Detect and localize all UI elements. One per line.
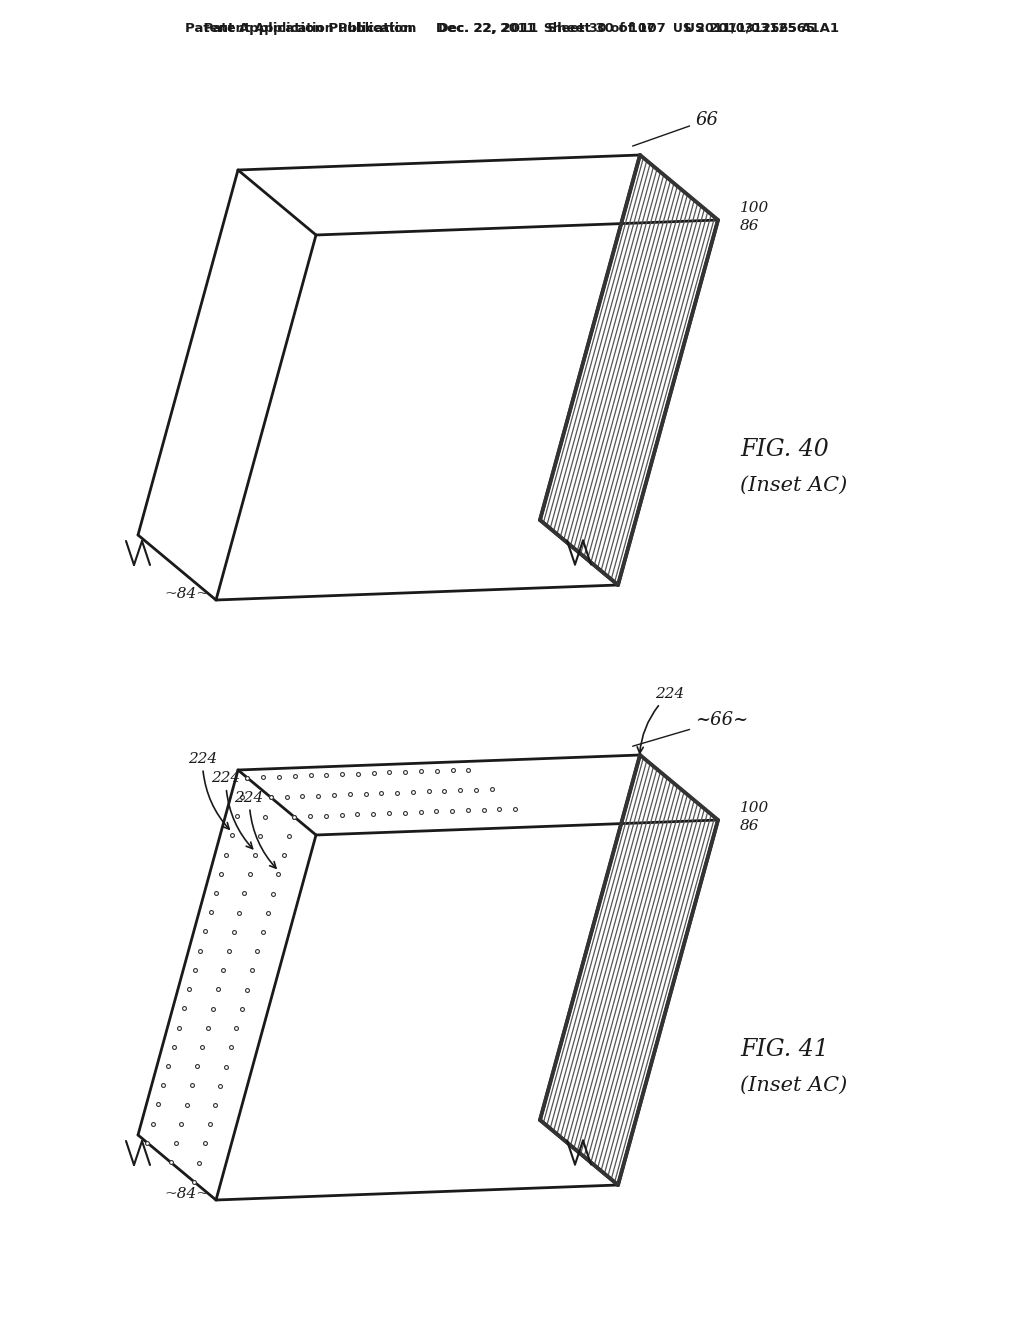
Text: 224: 224 [637,686,684,754]
Text: 66: 66 [633,111,718,147]
Text: FIG. 40: FIG. 40 [740,438,828,462]
Text: (Inset AC): (Inset AC) [740,1076,847,1094]
Text: 100: 100 [740,201,769,215]
Text: (Inset AC): (Inset AC) [740,475,847,495]
Text: Patent Application Publication     Dec. 22, 2011  Sheet 30 of 107    US 2011/031: Patent Application Publication Dec. 22, … [204,22,820,36]
Text: 86: 86 [740,818,760,833]
Text: 86: 86 [740,219,760,234]
Text: ~84~: ~84~ [165,586,210,601]
Text: Patent Application Publication     Dec. 22, 2011  Sheet 30 of 107    US 2011/031: Patent Application Publication Dec. 22, … [185,22,839,36]
Text: 224: 224 [211,771,253,849]
Text: ~66~: ~66~ [633,711,749,746]
Text: FIG. 41: FIG. 41 [740,1039,828,1061]
Text: ~84~: ~84~ [165,1187,210,1200]
Text: 100: 100 [740,801,769,814]
Text: 224: 224 [234,791,276,869]
Text: 224: 224 [187,751,229,829]
